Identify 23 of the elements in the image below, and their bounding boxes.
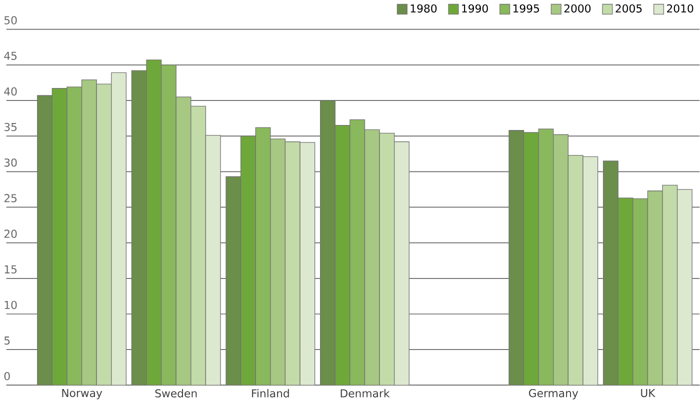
- y-tick-label: 40: [4, 87, 17, 96]
- x-tick-label: UK: [641, 389, 656, 398]
- legend-label: 1990: [462, 4, 488, 13]
- y-tick-label: 45: [4, 52, 17, 60]
- y-tick-label: 50: [4, 16, 17, 24]
- legend-label: 2010: [667, 4, 694, 13]
- legend-label: 2000: [564, 4, 591, 13]
- legend-label: 1980: [410, 4, 437, 13]
- y-tick-label: 10: [4, 300, 17, 310]
- y-tick-label: 25: [4, 194, 17, 202]
- y-tick-label: 5: [4, 336, 10, 345]
- y-tick-label: 15: [4, 265, 17, 274]
- x-tick-label: Finland: [252, 389, 289, 398]
- legend-label: 2005: [616, 4, 642, 13]
- x-tick-label: Germany: [528, 389, 578, 400]
- legend-label: 1995: [513, 4, 539, 13]
- x-tick-label: Denmark: [340, 389, 390, 398]
- y-tick-label: 30: [4, 158, 17, 167]
- y-tick-label: 35: [4, 122, 17, 132]
- x-tick-label: Norway: [62, 389, 102, 400]
- y-tick-label: 0: [4, 372, 10, 380]
- x-tick-label: Sweden: [155, 389, 197, 398]
- y-tick-label: 20: [4, 230, 17, 238]
